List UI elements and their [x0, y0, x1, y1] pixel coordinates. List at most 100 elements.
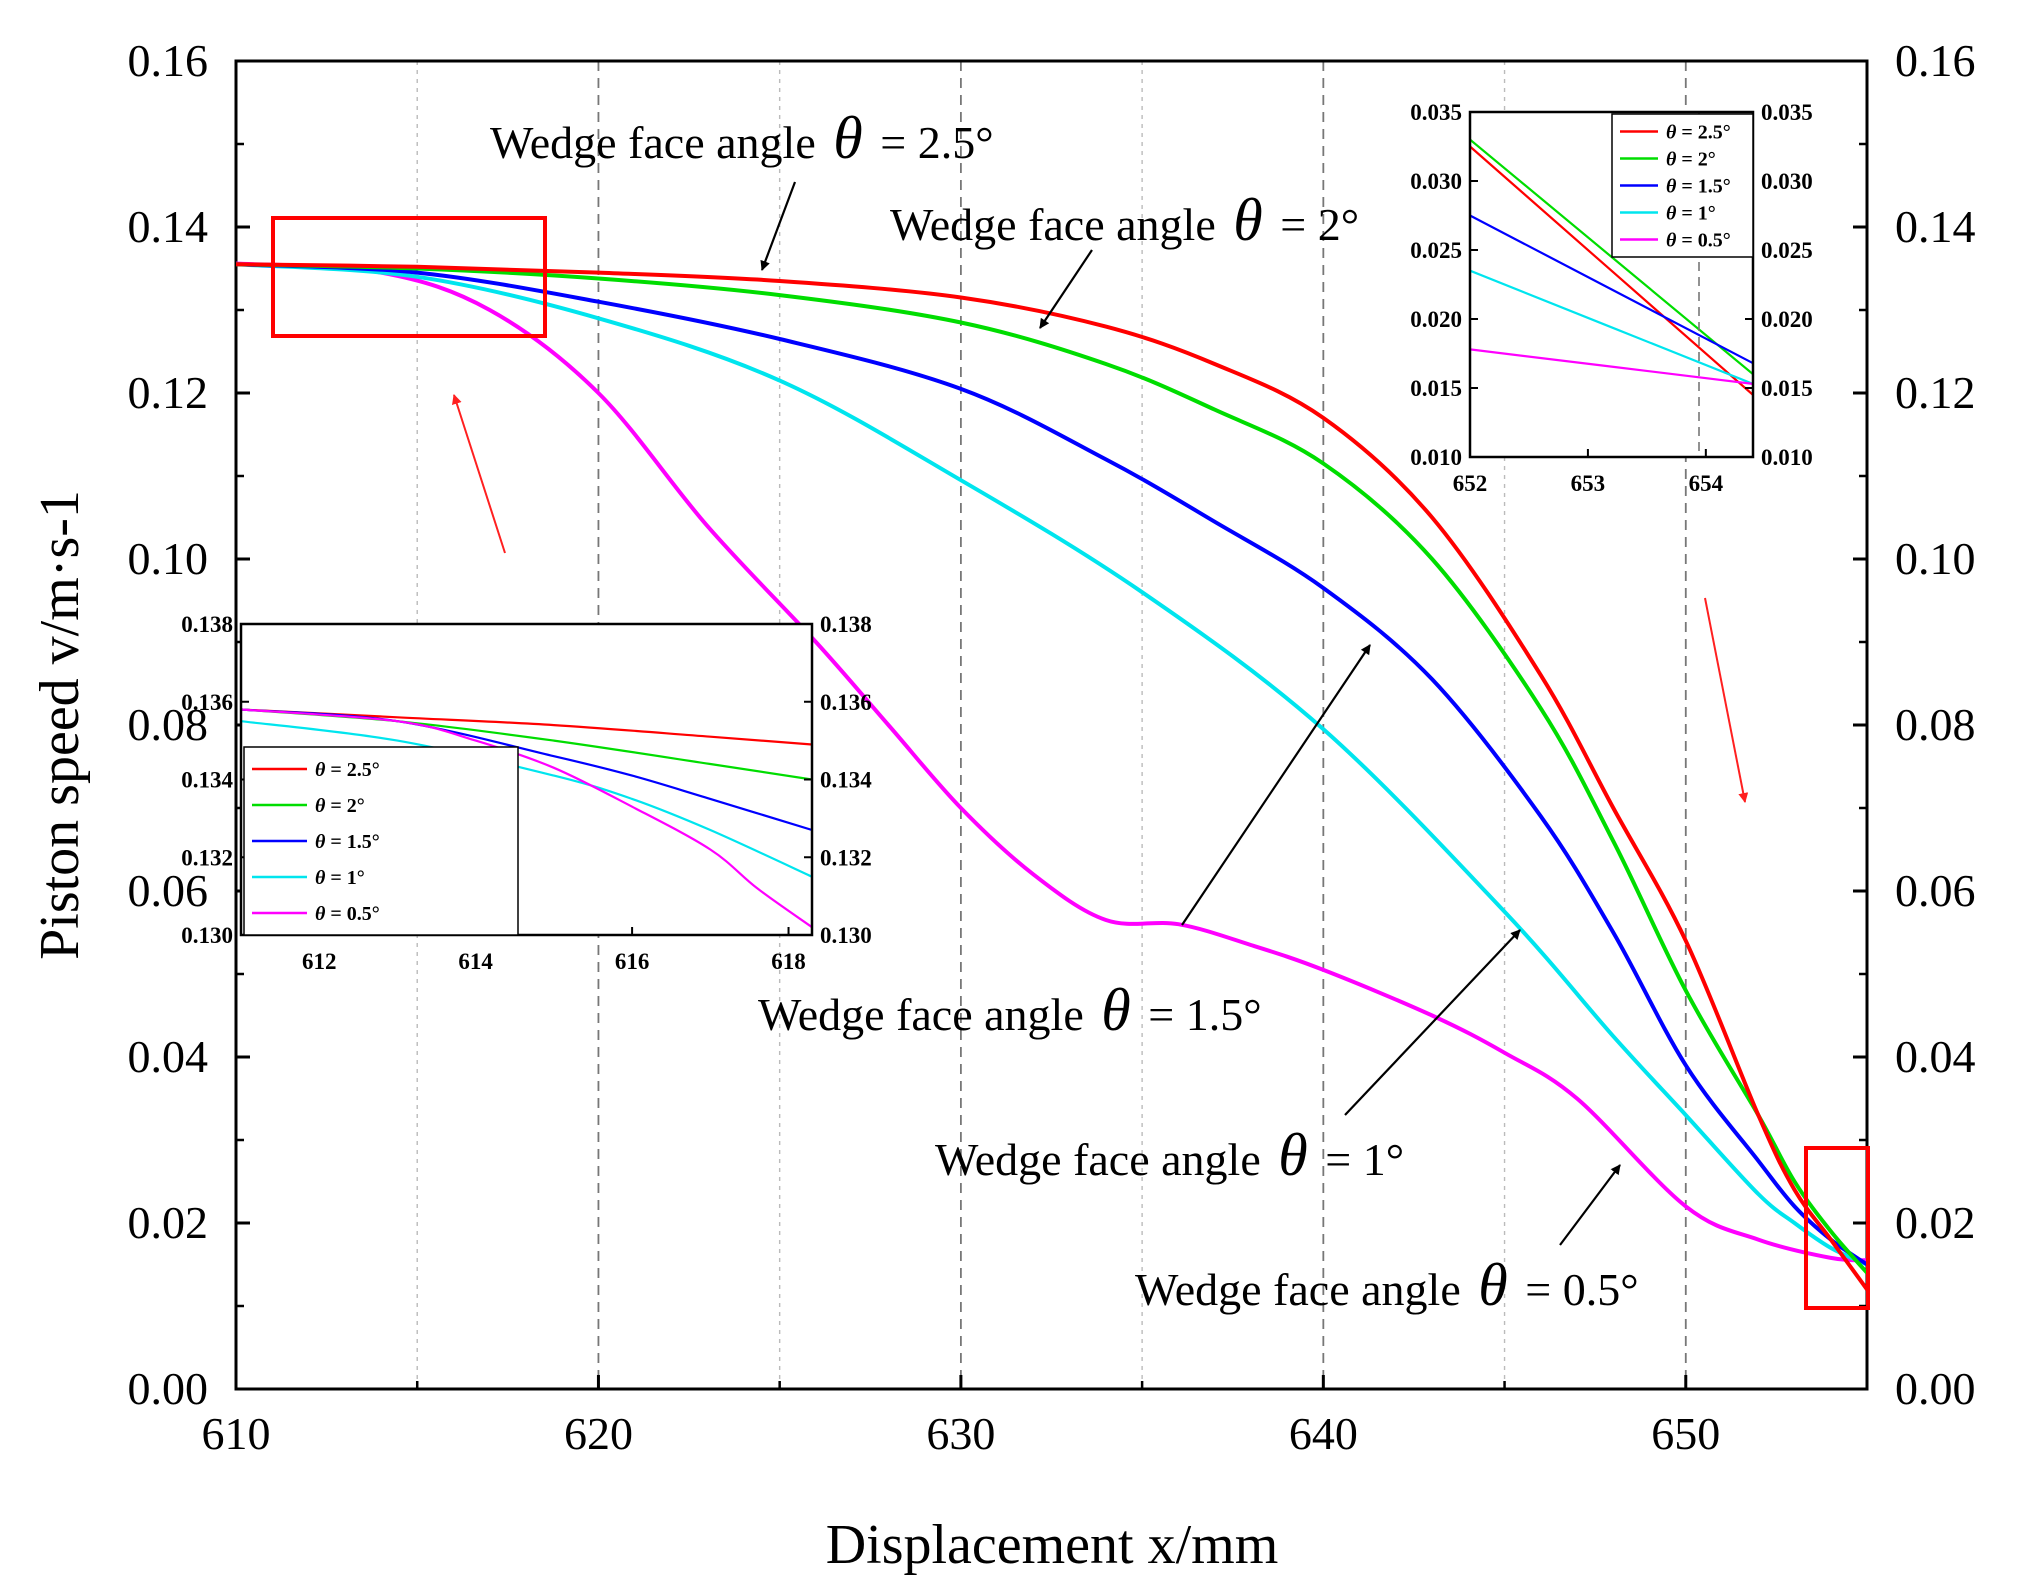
y-tick-label-right: 0.10 [1895, 533, 1976, 584]
zoom-start-y-tick-label-right: 0.134 [820, 768, 872, 793]
inset-start: 612 614 616 618 0.130 0.130 0.132 0.132 0.134 0.1… [181, 612, 872, 974]
series-line-theta-0-5 [236, 261, 1867, 1263]
zoom-start-y-tick-label-right: 0.136 [820, 690, 872, 715]
annot-label-0-5: Wedge face angle θ = 0.5° [1135, 1252, 1639, 1318]
zoom-start-line-theta-0-5 [241, 708, 812, 929]
inset-end-frame [1468, 110, 1755, 459]
zoom-end-x-tick-label: 652 [1453, 471, 1488, 496]
annot-arrow-0-5 [1559, 1164, 1621, 1246]
zoom-end-legend-label: θ = 2.5° [1666, 122, 1731, 144]
y-tick-label-right: 0.00 [1895, 1363, 1976, 1414]
zoom-end-y-tick-label-left: 0.035 [1410, 100, 1462, 125]
zoom-end-x-tick-label: 653 [1571, 471, 1606, 496]
y-tick-label-left: 0.12 [128, 367, 209, 418]
red-arrow-to-end-box [1704, 597, 1749, 803]
inset-end-ticks: 652 653 654 0.010 0.010 0.015 0.015 0.020 0.020 0… [1410, 100, 1813, 496]
x-tick-label: 630 [926, 1408, 995, 1459]
zoom-end-y-tick-label-left: 0.030 [1410, 169, 1462, 194]
zoom-end-line-theta-1 [1470, 269, 1753, 385]
series-line-theta-2-5 [236, 262, 1867, 1291]
annot-arrow-2-5 [760, 181, 797, 271]
inset-start-legend: θ = 2.5° θ = 2° θ = 1.5° θ = 1° θ = 0.5° [243, 746, 519, 936]
y-axis-title: Piston speed v/m·s-1 [29, 490, 91, 960]
y-tick-label-left: 0.08 [128, 699, 209, 750]
series-line-theta-1-5 [236, 262, 1867, 1267]
x-tick-label: 610 [202, 1408, 271, 1459]
annot-arrow-1-5 [1181, 644, 1371, 926]
zoom-end-x-tick-label: 654 [1689, 471, 1724, 496]
x-tick-label: 620 [564, 1408, 633, 1459]
y-tick-label-right: 0.06 [1895, 865, 1976, 916]
zoom-start-y-tick-label-right: 0.132 [820, 845, 872, 870]
zoom-end-legend-label: θ = 0.5° [1666, 230, 1731, 252]
zoom-start-legend-label: θ = 2° [315, 795, 365, 817]
annot-arrow-1 [1344, 929, 1521, 1116]
zoom-start-legend-label: θ = 0.5° [315, 903, 380, 925]
zoom-end-y-tick-label-right: 0.035 [1761, 100, 1813, 125]
zoom-start-x-tick-label: 614 [458, 949, 493, 974]
zoom-box-start [271, 216, 547, 338]
zoom-start-y-tick-label-left: 0.136 [181, 690, 233, 715]
x-axis-title: Displacement x/mm [826, 1514, 1279, 1576]
zoom-start-legend-label: θ = 2.5° [315, 759, 380, 781]
y-tick-label-left: 0.06 [128, 865, 209, 916]
y-tick-label-left: 0.14 [128, 201, 209, 252]
y-tick-label-right: 0.14 [1895, 201, 1976, 252]
zoom-start-legend-label: θ = 1° [315, 867, 365, 889]
zoom-end-y-tick-label-left: 0.015 [1410, 376, 1462, 401]
inset-end-legend: θ = 2.5° θ = 2° θ = 1.5° θ = 1° θ = 0.5° [1611, 113, 1754, 258]
y-tick-label-left: 0.10 [128, 533, 209, 584]
zoom-start-y-tick-label-left: 0.134 [181, 768, 233, 793]
main-y-ticks-right: 0.00 0.02 0.04 0.06 0.08 0.10 0.12 0.14 0.16 [1853, 35, 1976, 1414]
annot-label-2-5: Wedge face angle θ = 2.5° [490, 105, 994, 171]
zoom-box-end [1804, 1146, 1870, 1310]
zoom-start-x-tick-label: 618 [771, 949, 806, 974]
x-tick-label: 640 [1289, 1408, 1358, 1459]
zoom-start-y-tick-label-left: 0.138 [181, 612, 233, 637]
zoom-start-y-tick-label-right: 0.138 [820, 612, 872, 637]
zoom-start-y-tick-label-right: 0.130 [820, 923, 872, 948]
zoom-end-y-tick-label-right: 0.030 [1761, 169, 1813, 194]
zoom-end-y-tick-label-right: 0.025 [1761, 238, 1813, 263]
zoom-start-y-tick-label-left: 0.130 [181, 923, 233, 948]
annot-label-1: Wedge face angle θ = 1° [935, 1122, 1404, 1188]
main-series [236, 261, 1867, 1291]
zoom-end-y-tick-label-left: 0.010 [1410, 445, 1462, 470]
zoom-start-line-theta-1 [241, 720, 812, 878]
zoom-start-legend-label: θ = 1.5° [315, 831, 380, 853]
zoom-end-legend-label: θ = 1.5° [1666, 176, 1731, 198]
zoom-end-y-tick-label-right: 0.010 [1761, 445, 1813, 470]
zoom-start-x-tick-label: 616 [615, 949, 650, 974]
annot-label-1-5: Wedge face angle θ = 1.5° [758, 977, 1262, 1043]
zoom-end-legend-label: θ = 1° [1666, 203, 1716, 225]
zoom-end-y-tick-label-right: 0.015 [1761, 376, 1813, 401]
inset-start-series [241, 708, 812, 929]
red-arrow-to-start-box [452, 394, 506, 554]
zoom-end-y-tick-label-left: 0.025 [1410, 238, 1462, 263]
zoom-end-legend-label: θ = 2° [1666, 149, 1716, 171]
zoom-end-y-tick-label-right: 0.020 [1761, 307, 1813, 332]
main-x-ticks: 610 620 630 640 650 [202, 1375, 1720, 1459]
main-y-ticks-left: 0.00 0.02 0.04 0.06 0.08 0.10 0.12 0.14 0.16 [128, 35, 250, 1414]
zoom-end-y-tick-label-left: 0.020 [1410, 307, 1462, 332]
y-tick-label-right: 0.12 [1895, 367, 1976, 418]
zoom-end-line-theta-1-5 [1470, 214, 1753, 365]
y-tick-label-right: 0.04 [1895, 1031, 1976, 1082]
y-tick-label-right: 0.16 [1895, 35, 1976, 86]
inset-end: 652 653 654 0.010 0.010 0.015 0.015 0.020 0.020 0… [1410, 100, 1813, 496]
y-tick-label-left: 0.16 [128, 35, 209, 86]
zoom-start-y-tick-label-left: 0.132 [181, 845, 233, 870]
zoom-start-x-tick-label: 612 [302, 949, 337, 974]
series-line-theta-2 [236, 262, 1867, 1275]
y-tick-label-left: 0.02 [128, 1197, 209, 1248]
y-tick-label-right: 0.02 [1895, 1197, 1976, 1248]
zoom-end-line-theta-0-5 [1470, 348, 1753, 385]
zoom-end-line-theta-2-5 [1470, 145, 1753, 396]
x-tick-label: 650 [1651, 1408, 1720, 1459]
annot-label-2: Wedge face angle θ = 2° [890, 187, 1359, 253]
series-line-theta-1 [236, 262, 1867, 1267]
y-tick-label-right: 0.08 [1895, 699, 1976, 750]
annot-arrow-2 [1039, 249, 1093, 329]
y-tick-label-left: 0.00 [128, 1363, 209, 1414]
